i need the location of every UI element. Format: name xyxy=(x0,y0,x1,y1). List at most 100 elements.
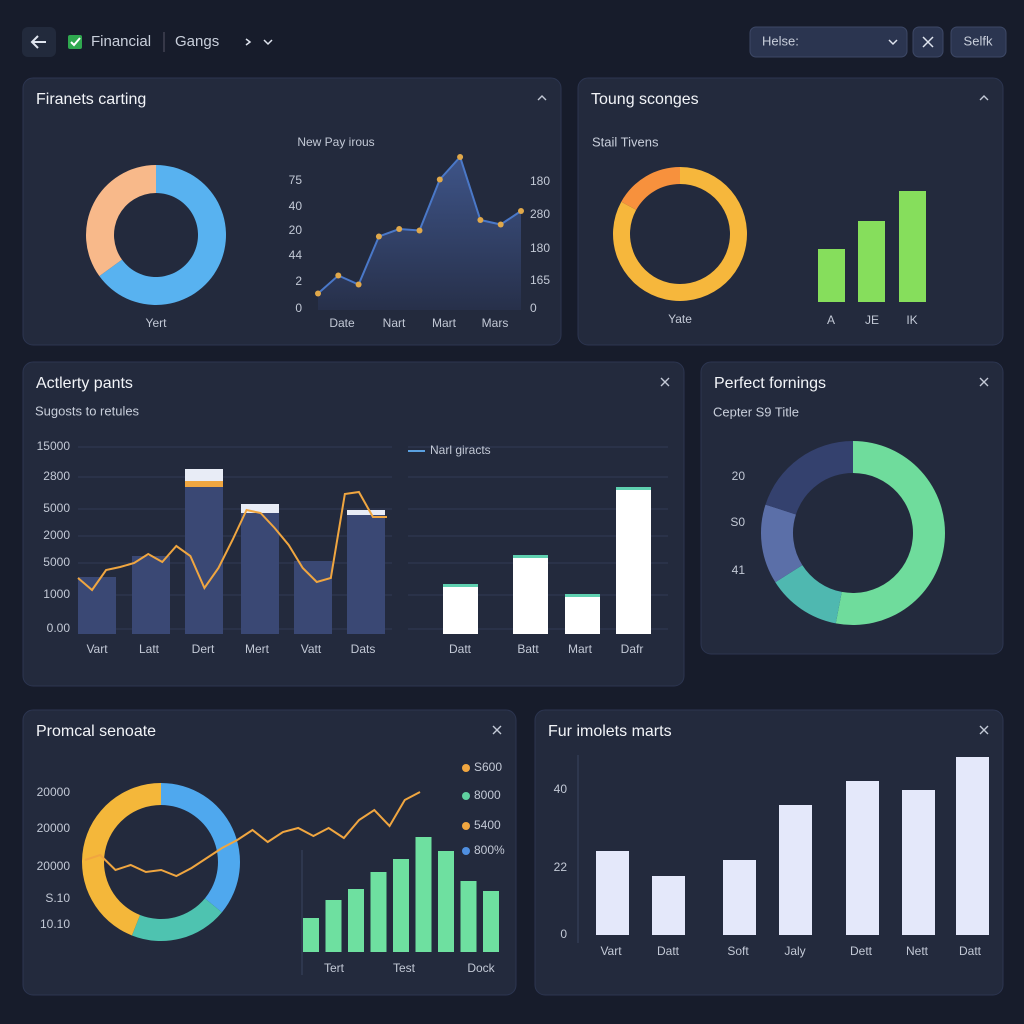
x-tick-label: Mart xyxy=(432,316,457,330)
legend-label: 800% xyxy=(474,843,505,857)
x-tick-label: A xyxy=(827,313,835,327)
button[interactable] xyxy=(950,26,1007,58)
bar-segment xyxy=(294,561,332,634)
bar-cap xyxy=(616,487,651,490)
x-tick-label: Vatt xyxy=(301,642,322,656)
panel-title: Firanets carting xyxy=(36,91,146,108)
bar xyxy=(443,584,478,634)
legend-label: 8000 xyxy=(474,788,501,802)
donut-segment xyxy=(765,441,853,515)
bar-segment xyxy=(185,487,223,634)
legend-swatch xyxy=(462,792,470,800)
select[interactable] xyxy=(749,26,908,58)
x-tick-label: Latt xyxy=(139,642,160,656)
x-tick-label: Soft xyxy=(727,944,749,958)
bar-segment xyxy=(185,469,223,481)
marker xyxy=(315,290,321,297)
y-tick-label: 40 xyxy=(554,782,568,796)
bar xyxy=(483,891,499,952)
y-tick-label: S.10 xyxy=(45,891,70,905)
y2-tick-label: 180 xyxy=(530,174,550,188)
panel-icon[interactable] xyxy=(979,95,989,101)
bar xyxy=(723,860,756,935)
bar-segment xyxy=(185,481,223,487)
y-tick-label: 2800 xyxy=(43,469,70,483)
y-tick-label: 2 xyxy=(295,274,302,288)
panel-title: Perfect fornings xyxy=(714,375,826,392)
panel-icon[interactable] xyxy=(660,377,670,387)
chart-title: New Pay irous xyxy=(297,135,374,149)
panel-icon[interactable] xyxy=(492,725,502,735)
y-tick-label: 22 xyxy=(554,860,568,874)
chevrons[interactable] xyxy=(245,38,273,46)
line xyxy=(77,490,387,592)
y-tick-label: 0 xyxy=(295,301,302,315)
legend-label: Narl giracts xyxy=(430,443,491,457)
bar-cap xyxy=(513,555,548,558)
y-tick-label: 0.00 xyxy=(47,621,71,635)
y2-tick-label: 180 xyxy=(530,241,550,255)
breadcrumb[interactable]: Gangs xyxy=(175,33,219,50)
y-tick-label: 20000 xyxy=(37,821,71,835)
panel-subtitle: Stail Tivens xyxy=(592,134,659,149)
legend-label: S600 xyxy=(474,760,502,774)
marker xyxy=(518,208,524,214)
check-icon xyxy=(68,35,82,49)
x-tick-label: Dock xyxy=(467,961,495,975)
x-tick-label: Dett xyxy=(850,944,873,958)
close-icon xyxy=(922,36,934,48)
legend-swatch xyxy=(462,847,470,855)
panel-title: Actlerty pants xyxy=(36,375,133,392)
bar xyxy=(303,918,319,952)
y-tick-label: 44 xyxy=(289,248,303,262)
x-tick-label: Dats xyxy=(351,642,376,656)
bar xyxy=(325,900,342,952)
panel-icon[interactable] xyxy=(979,725,989,735)
y-tick-label: 10.10 xyxy=(40,917,70,931)
donut-label: Yate xyxy=(668,312,692,326)
panel-title: Toung sconges xyxy=(591,91,699,108)
donut-segment xyxy=(760,504,803,583)
donut-segment xyxy=(835,440,946,625)
x-tick-label: Datt xyxy=(657,944,680,958)
bar xyxy=(393,859,409,952)
panel-icon[interactable] xyxy=(537,95,547,101)
panel xyxy=(577,77,1004,346)
x-tick-label: Dafr xyxy=(621,642,644,656)
x-tick-label: Tert xyxy=(324,961,345,975)
y-tick-label: 20000 xyxy=(37,859,71,873)
panel-title: Promcal senoate xyxy=(36,723,156,740)
bar xyxy=(513,555,548,634)
panel-subtitle: Sugosts to retules xyxy=(35,403,140,418)
panel-icon[interactable] xyxy=(979,377,989,387)
back-icon xyxy=(30,35,46,49)
bar xyxy=(956,757,989,935)
bar xyxy=(596,851,629,935)
y2-tick-label: 165 xyxy=(530,273,550,287)
bar-segment xyxy=(347,515,385,634)
y-tick-label: 20 xyxy=(289,223,303,237)
x-tick-label: Nett xyxy=(906,944,929,958)
select-label: Helse: xyxy=(762,33,799,48)
bar xyxy=(779,805,812,935)
tick-label: 41 xyxy=(732,563,746,577)
marker xyxy=(416,227,423,234)
bar-segment xyxy=(241,504,279,513)
y-tick-label: 75 xyxy=(289,173,303,187)
y-tick-label: 5000 xyxy=(43,555,70,569)
bar xyxy=(652,876,685,935)
donut-segment xyxy=(161,783,241,913)
bar-segment xyxy=(132,556,170,634)
breadcrumb[interactable]: Financial xyxy=(91,33,151,50)
y-tick-label: 0 xyxy=(560,927,567,941)
bar xyxy=(370,872,387,952)
bar xyxy=(565,594,600,634)
marker xyxy=(477,217,484,223)
bar xyxy=(348,889,364,952)
check-mark xyxy=(70,37,81,47)
donut-segment xyxy=(81,783,161,936)
bar-segment xyxy=(78,577,116,634)
marker xyxy=(396,226,403,232)
line xyxy=(84,791,421,878)
